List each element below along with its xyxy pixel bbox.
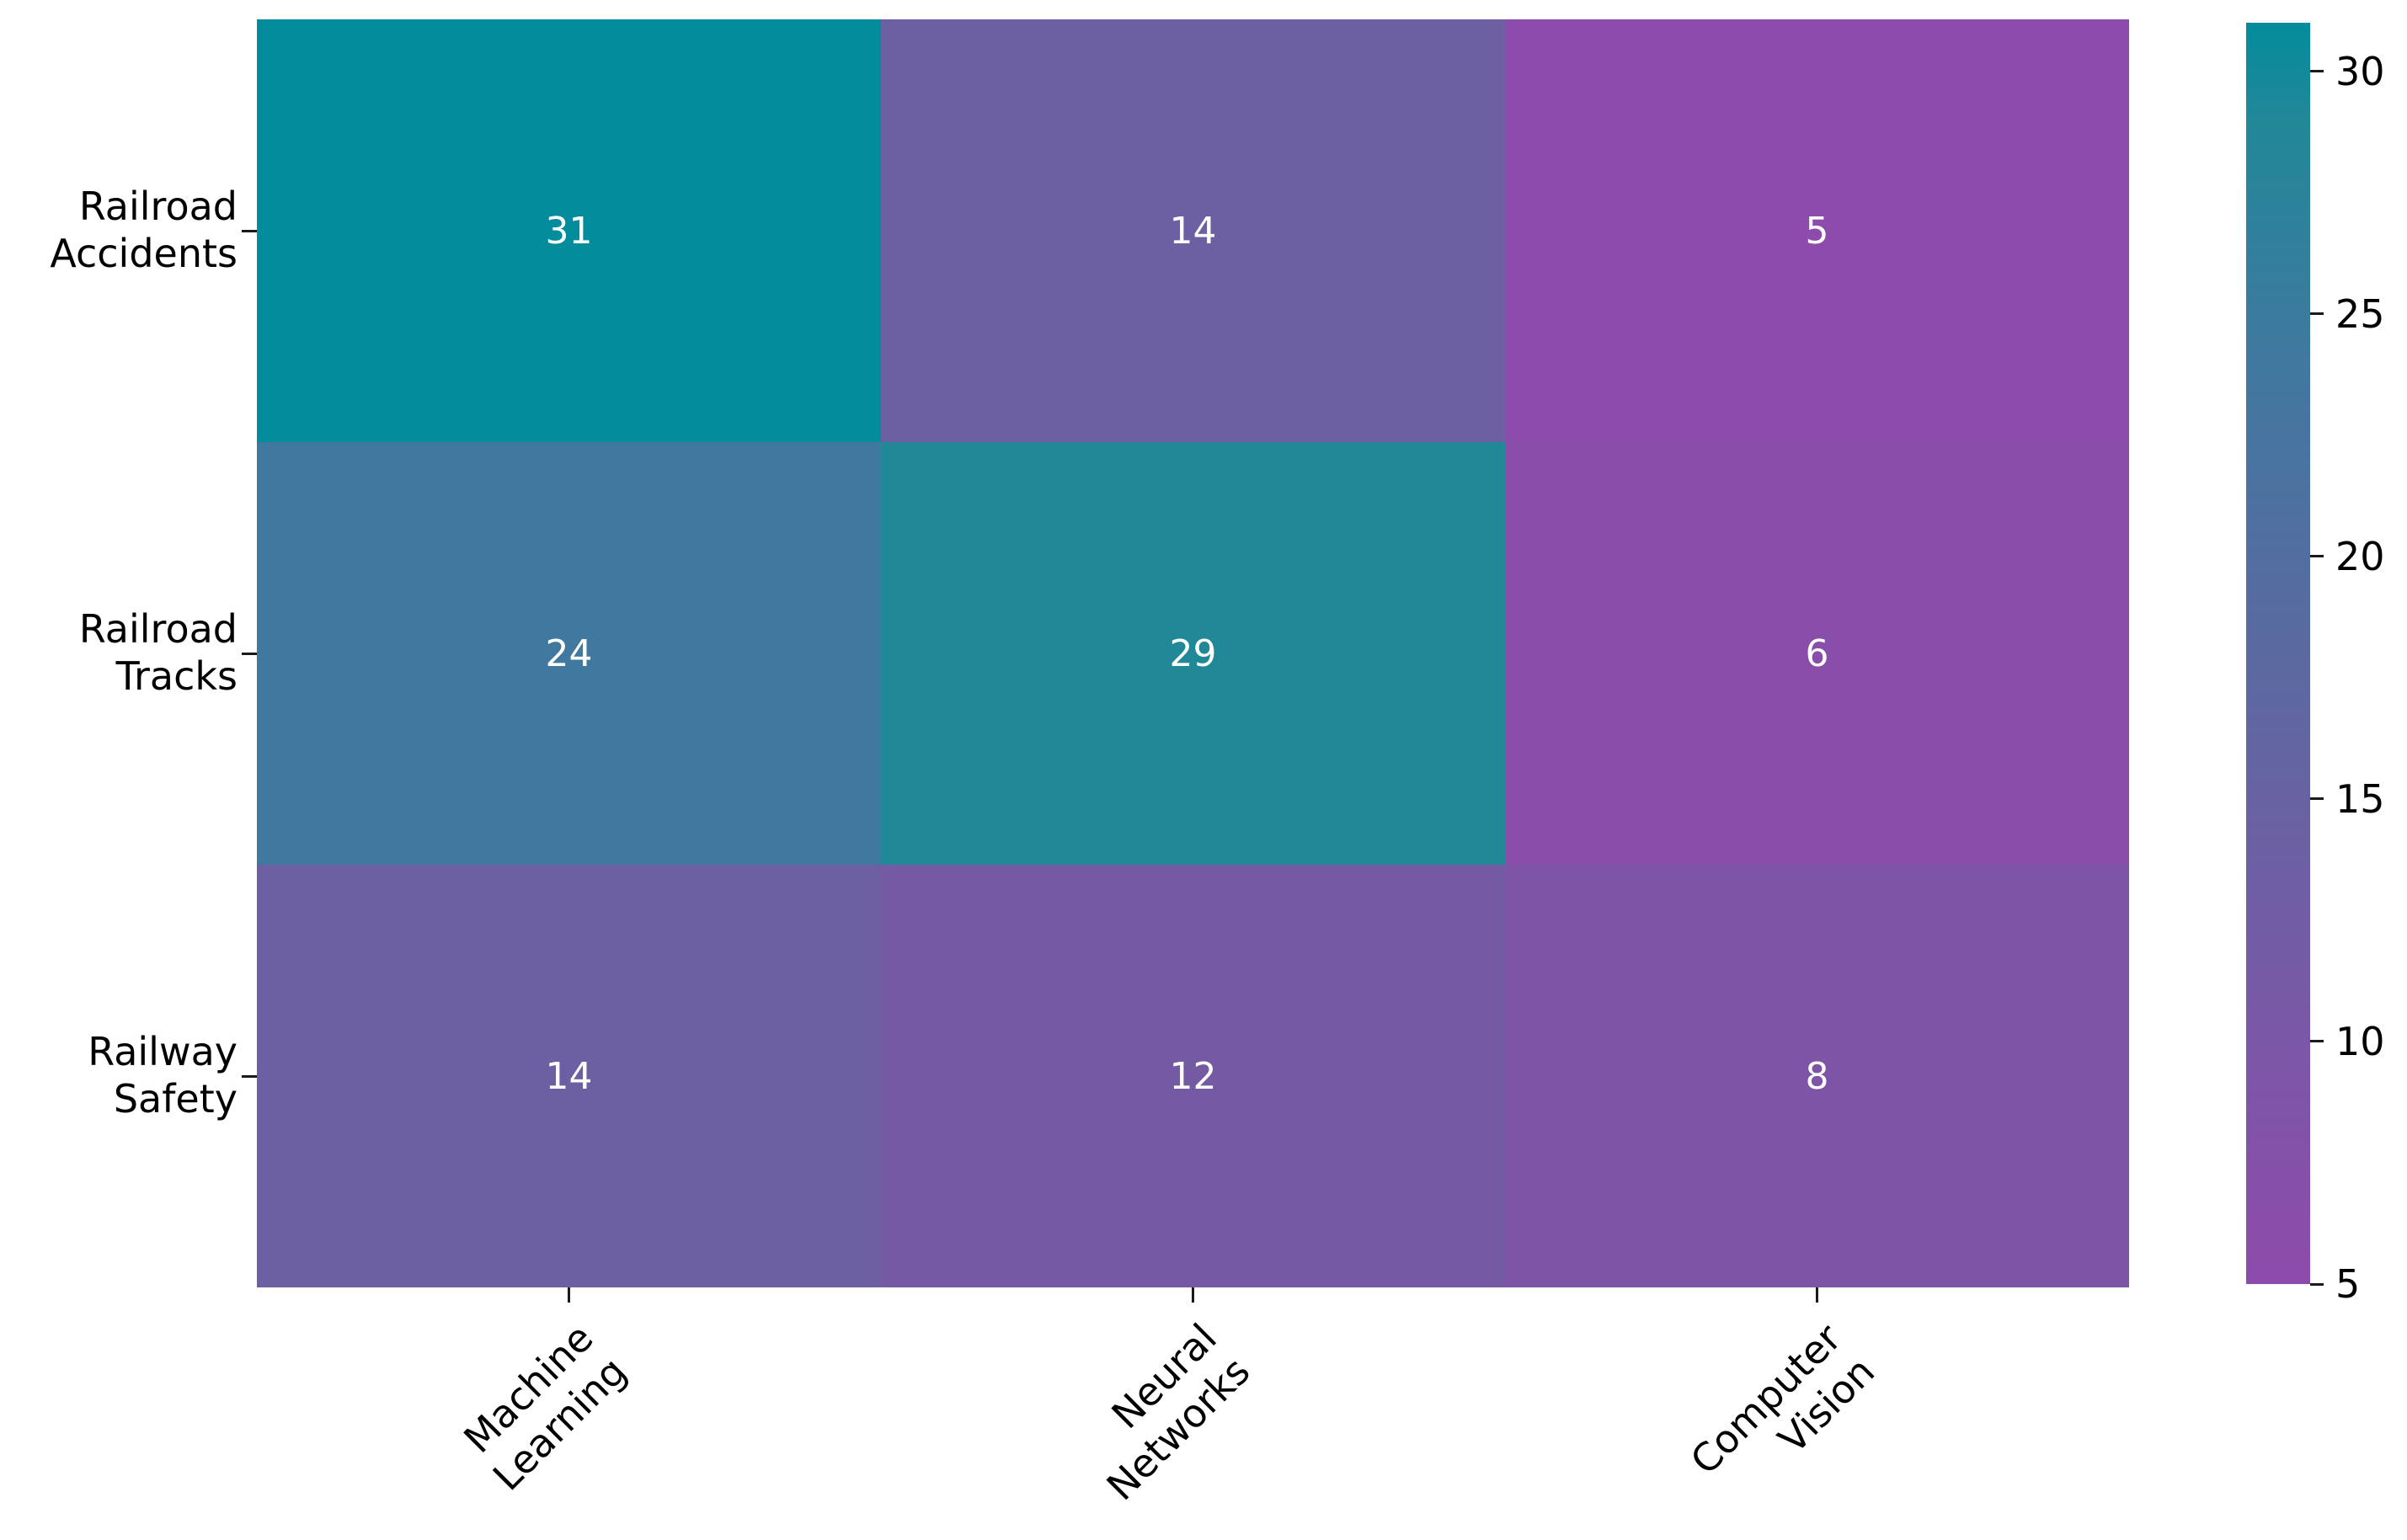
cell-value: 14	[1169, 209, 1217, 253]
colorbar-tick	[2310, 1040, 2324, 1043]
cell-value: 8	[1805, 1054, 1829, 1098]
y-tick	[242, 229, 257, 232]
colorbar-tick-label: 25	[2335, 290, 2385, 337]
cell-value: 24	[545, 631, 593, 675]
colorbar-tick	[2310, 555, 2324, 558]
x-tick	[1192, 1287, 1194, 1303]
cell-value: 5	[1805, 209, 1829, 253]
x-tick	[568, 1287, 570, 1303]
x-tick-label: Neural Networks	[1098, 1314, 1260, 1510]
cell-value: 14	[545, 1054, 593, 1098]
heatmap-cell: 24	[257, 442, 881, 865]
heatmap-cell: 12	[881, 865, 1505, 1287]
cell-value: 29	[1169, 631, 1217, 675]
heatmap-cell: 8	[1505, 865, 2129, 1287]
x-tick	[1816, 1287, 1818, 1303]
y-tick	[242, 1074, 257, 1078]
heatmap-cell: 5	[1505, 19, 2129, 442]
colorbar-tick-label: 5	[2335, 1261, 2361, 1307]
heatmap-cell: 14	[257, 865, 881, 1287]
colorbar-tick-label: 15	[2335, 775, 2385, 822]
y-tick-label: Railway Safety	[88, 1029, 237, 1122]
heatmap-plot-area: 31 14 5 24 29 6 14 12 8	[257, 19, 2129, 1287]
colorbar-tick	[2310, 312, 2324, 316]
heatmap-cell: 29	[881, 442, 1505, 865]
colorbar-tick-label: 10	[2335, 1018, 2385, 1064]
colorbar	[2246, 23, 2310, 1284]
colorbar-tick	[2310, 70, 2324, 73]
heatmap-cell: 6	[1505, 442, 2129, 865]
heatmap-cell: 31	[257, 19, 881, 442]
cell-value: 6	[1805, 631, 1829, 675]
colorbar-tick-label: 30	[2335, 48, 2385, 94]
cell-value: 31	[545, 209, 593, 253]
cell-value: 12	[1169, 1054, 1217, 1098]
y-tick-label: Railroad Accidents	[50, 184, 237, 277]
y-tick-label: Railroad Tracks	[78, 606, 237, 700]
colorbar-tick	[2310, 797, 2324, 801]
heatmap-cell: 14	[881, 19, 1505, 442]
colorbar-tick-label: 20	[2335, 533, 2385, 579]
y-tick	[242, 652, 257, 655]
x-tick-label: Machine Learning	[455, 1314, 636, 1500]
x-tick-label: Computer Vision	[1681, 1314, 1884, 1484]
colorbar-tick	[2310, 1282, 2324, 1286]
